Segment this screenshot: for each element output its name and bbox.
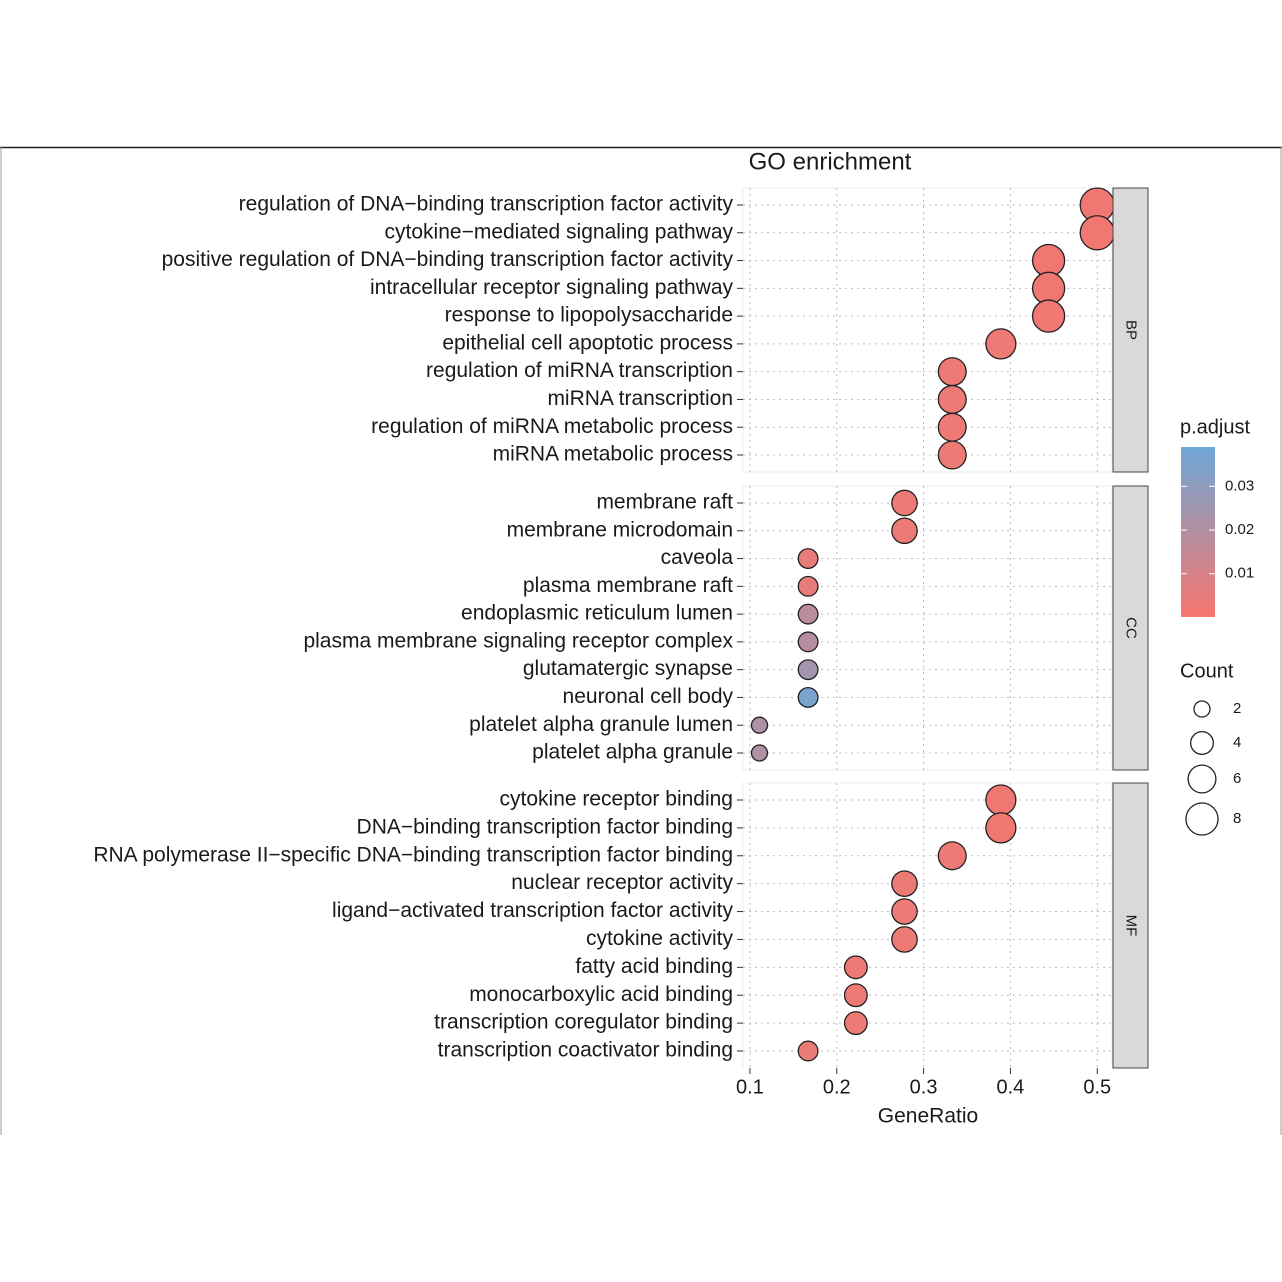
size-legend-key: [1187, 764, 1217, 794]
y-tick-label: cytokine activity: [586, 927, 734, 950]
dot: [797, 575, 819, 597]
panel: [742, 782, 1113, 1069]
dot: [937, 412, 967, 442]
y-tick-label: membrane raft: [596, 491, 733, 514]
dot: [797, 1040, 819, 1062]
color-bar: [1181, 447, 1215, 617]
color-legend-label: 0.03: [1225, 477, 1254, 494]
y-tick-label: platelet alpha granule: [532, 741, 733, 764]
y-tick-label: regulation of miRNA metabolic process: [371, 415, 733, 438]
y-tick-label: plasma membrane raft: [523, 574, 733, 597]
size-legend-label: 8: [1233, 810, 1241, 827]
y-tick-label: neuronal cell body: [563, 685, 734, 708]
dot: [937, 357, 967, 387]
y-tick-label: membrane microdomain: [507, 518, 733, 541]
x-tick-label: 0.1: [736, 1076, 764, 1098]
y-tick-label: response to lipopolysaccharide: [445, 304, 733, 327]
dot: [891, 517, 918, 545]
dot: [750, 744, 769, 762]
panel: [742, 485, 1113, 771]
facet-label: CC: [1123, 617, 1140, 639]
y-tick-label: ligand−activated transcription factor ac…: [332, 899, 733, 922]
y-tick-label: DNA−binding transcription factor binding: [357, 815, 733, 838]
dot: [797, 686, 819, 708]
y-tick-label: glutamatergic synapse: [523, 657, 733, 680]
y-tick-label: positive regulation of DNA−binding trans…: [162, 248, 734, 271]
y-tick-label: platelet alpha granule lumen: [469, 713, 733, 736]
size-legend-key: [1185, 802, 1219, 836]
dot: [797, 659, 819, 681]
facet-strip: [1112, 187, 1149, 473]
x-tick-label: 0.3: [910, 1076, 938, 1098]
dot: [891, 489, 918, 517]
y-tick-label: monocarboxylic acid binding: [469, 983, 733, 1006]
dot: [797, 631, 819, 653]
dot: [797, 548, 819, 570]
y-tick-label: transcription coactivator binding: [438, 1039, 733, 1062]
color-legend-title: p.adjust: [1180, 416, 1250, 438]
x-tick-label: 0.5: [1083, 1076, 1111, 1098]
y-tick-label: epithelial cell apoptotic process: [442, 331, 733, 354]
dot: [1031, 299, 1066, 333]
y-tick-label: plasma membrane signaling receptor compl…: [303, 629, 733, 652]
x-axis-title: GeneRatio: [878, 1105, 978, 1128]
dot: [985, 812, 1017, 844]
dot: [1079, 215, 1115, 251]
y-tick-label: cytokine receptor binding: [500, 788, 733, 811]
size-legend-key: [1190, 731, 1214, 755]
dot: [891, 926, 918, 953]
facet-strip: [1112, 485, 1149, 771]
y-tick-label: miRNA transcription: [547, 387, 733, 410]
dot: [891, 898, 918, 925]
dot: [937, 841, 967, 871]
y-tick-label: regulation of miRNA transcription: [426, 359, 733, 382]
dot: [843, 1011, 868, 1036]
size-legend-key: [1193, 700, 1211, 718]
dot: [985, 328, 1017, 360]
chart-title: GO enrichment: [749, 148, 912, 175]
dot: [843, 955, 868, 980]
size-legend-label: 2: [1233, 700, 1241, 717]
dot: [797, 603, 819, 625]
color-legend-label: 0.01: [1225, 565, 1254, 582]
y-tick-label: nuclear receptor activity: [511, 871, 733, 894]
facet-label: BP: [1123, 320, 1140, 340]
facet-strip: [1112, 782, 1149, 1069]
y-tick-label: intracellular receptor signaling pathway: [370, 276, 734, 299]
size-legend-label: 6: [1233, 770, 1241, 787]
y-tick-label: caveola: [661, 546, 734, 569]
facet-label: MF: [1123, 915, 1140, 937]
y-tick-label: fatty acid binding: [575, 955, 733, 978]
size-legend-title: Count: [1180, 660, 1234, 682]
dot: [937, 440, 967, 470]
y-tick-label: RNA polymerase II−specific DNA−binding t…: [93, 843, 733, 866]
y-tick-label: regulation of DNA−binding transcription …: [239, 193, 734, 216]
dot: [891, 870, 918, 897]
dot: [843, 983, 868, 1008]
x-tick-label: 0.2: [823, 1076, 851, 1098]
y-tick-label: transcription coregulator binding: [434, 1011, 733, 1034]
size-legend-label: 4: [1233, 734, 1241, 751]
x-tick-label: 0.4: [997, 1076, 1025, 1098]
dot: [985, 784, 1017, 816]
y-tick-label: cytokine−mediated signaling pathway: [385, 220, 734, 243]
y-tick-label: endoplasmic reticulum lumen: [461, 602, 733, 625]
y-tick-label: miRNA metabolic process: [493, 443, 733, 466]
dot: [750, 716, 769, 734]
dot: [937, 384, 967, 414]
color-legend-label: 0.02: [1225, 521, 1254, 538]
